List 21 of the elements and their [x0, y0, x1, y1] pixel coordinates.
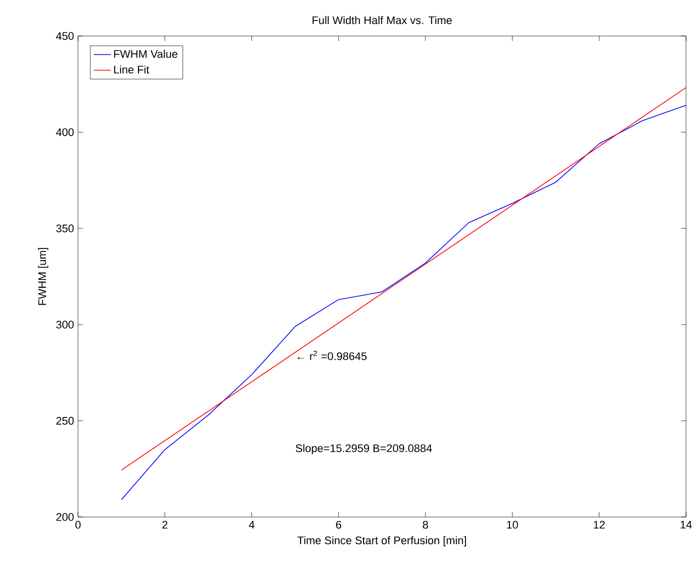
y-tick-label: 200 — [56, 513, 74, 521]
x-tick-label: 14 — [680, 520, 692, 528]
x-tick-label: 4 — [248, 520, 254, 528]
x-tick-label: 0 — [75, 520, 81, 529]
annotation: Slope=15.2959 B=209.0884 — [296, 444, 432, 454]
y-tick-label: 400 — [56, 128, 74, 136]
x-tick-label: 10 — [507, 520, 518, 529]
legend-label: FWHM Value — [114, 50, 178, 58]
x-tick-label: 2 — [162, 520, 168, 529]
y-tick-label: 450 — [56, 32, 74, 40]
chart-title: Full Width Half Max vs. Time — [312, 16, 452, 24]
legend-label: Line Fit — [114, 65, 150, 74]
annotation: ← r$^{2}$ =0.98645 — [298, 350, 367, 360]
x-tick-label: 8 — [422, 520, 428, 529]
y-tick-label: 300 — [56, 320, 74, 328]
x-axis-title: Time Since Start of Perfusion [min] — [297, 536, 466, 546]
x-tick-label: 12 — [594, 520, 605, 529]
y-tick-label: 250 — [56, 416, 74, 425]
x-tick-label: 6 — [336, 520, 342, 529]
y-axis-title: FWHM [um] — [38, 248, 48, 305]
y-tick-label: 350 — [56, 224, 74, 232]
